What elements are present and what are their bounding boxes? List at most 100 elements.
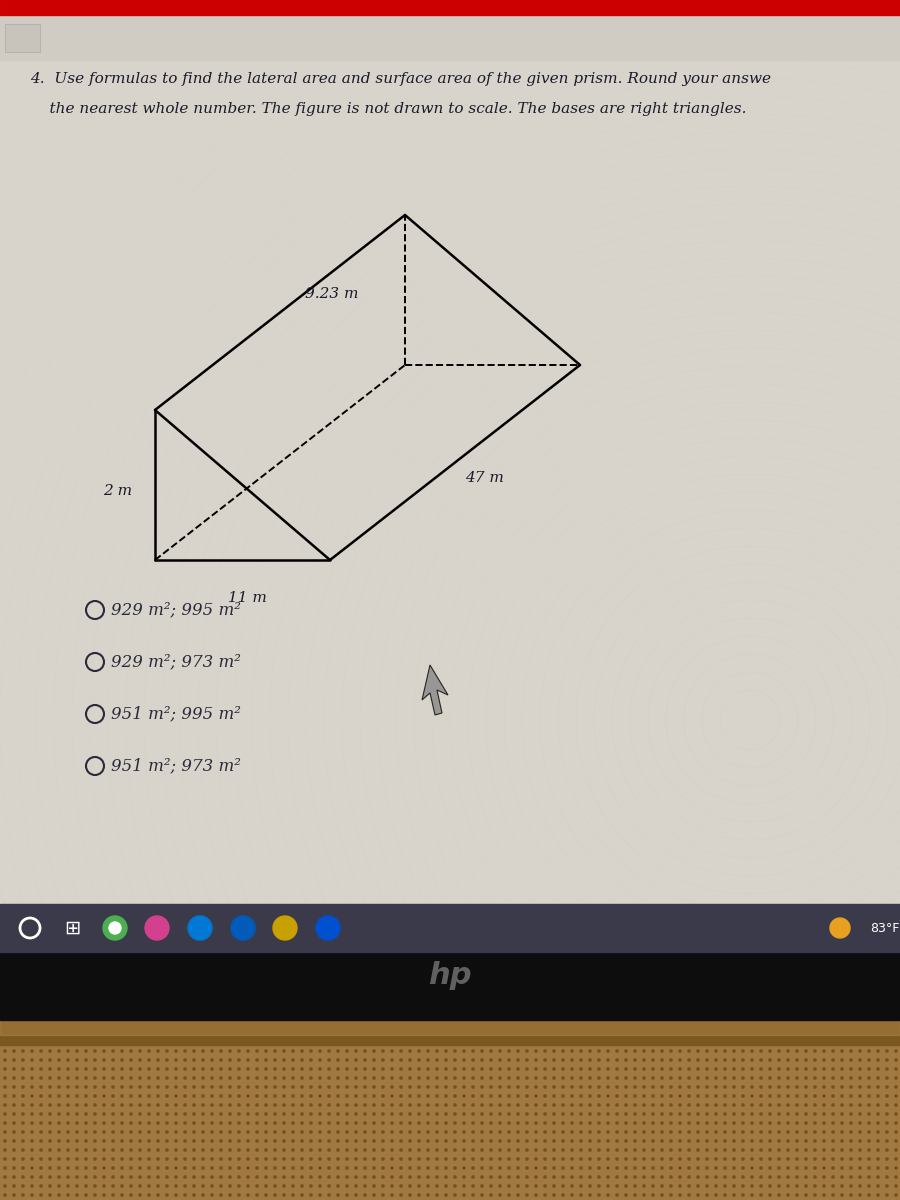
Circle shape [238, 1130, 240, 1133]
Circle shape [841, 1040, 843, 1043]
Circle shape [877, 1050, 879, 1052]
Circle shape [211, 1058, 213, 1061]
Circle shape [184, 1068, 186, 1070]
Circle shape [625, 1140, 627, 1142]
Circle shape [508, 1086, 510, 1088]
Circle shape [13, 1068, 15, 1070]
Circle shape [49, 1058, 51, 1061]
Circle shape [571, 1158, 573, 1160]
Circle shape [787, 1184, 789, 1187]
Circle shape [265, 1166, 267, 1169]
Circle shape [247, 1130, 249, 1133]
Circle shape [247, 1104, 249, 1106]
Circle shape [841, 1104, 843, 1106]
Circle shape [58, 1058, 60, 1061]
Circle shape [454, 1148, 456, 1151]
Circle shape [769, 1104, 771, 1106]
Circle shape [517, 1112, 519, 1115]
Circle shape [175, 1094, 177, 1097]
Circle shape [373, 1158, 375, 1160]
Circle shape [724, 1112, 726, 1115]
Circle shape [463, 1194, 465, 1196]
Circle shape [841, 1166, 843, 1169]
Circle shape [580, 1076, 582, 1079]
Circle shape [859, 1104, 861, 1106]
Circle shape [679, 1094, 681, 1097]
Circle shape [463, 1184, 465, 1187]
Circle shape [787, 1176, 789, 1178]
Circle shape [4, 1076, 6, 1079]
Circle shape [436, 1166, 438, 1169]
Circle shape [220, 1058, 222, 1061]
Circle shape [346, 1112, 348, 1115]
Circle shape [238, 1058, 240, 1061]
Circle shape [607, 1122, 609, 1124]
Circle shape [310, 1158, 312, 1160]
Circle shape [895, 1184, 897, 1187]
Circle shape [796, 1068, 798, 1070]
Circle shape [400, 1050, 402, 1052]
Circle shape [445, 1140, 447, 1142]
Circle shape [832, 1158, 834, 1160]
Circle shape [868, 1050, 870, 1052]
Circle shape [454, 1166, 456, 1169]
Circle shape [139, 1140, 141, 1142]
Circle shape [643, 1148, 645, 1151]
Circle shape [580, 1040, 582, 1043]
Circle shape [319, 1104, 321, 1106]
Circle shape [274, 1166, 276, 1169]
Circle shape [445, 1068, 447, 1070]
Bar [0, 1015, 900, 1034]
Circle shape [652, 1158, 654, 1160]
Circle shape [31, 1148, 33, 1151]
Circle shape [319, 1166, 321, 1169]
Circle shape [373, 1076, 375, 1079]
Circle shape [598, 1158, 600, 1160]
Circle shape [472, 1158, 474, 1160]
Circle shape [553, 1104, 555, 1106]
Circle shape [688, 1112, 690, 1115]
Circle shape [517, 1076, 519, 1079]
Circle shape [13, 1076, 15, 1079]
Circle shape [211, 1040, 213, 1043]
Circle shape [814, 1166, 816, 1169]
Circle shape [751, 1148, 753, 1151]
Circle shape [346, 1104, 348, 1106]
Circle shape [211, 1166, 213, 1169]
Circle shape [391, 1176, 393, 1178]
Circle shape [697, 1068, 699, 1070]
Circle shape [256, 1104, 258, 1106]
Circle shape [643, 1040, 645, 1043]
Circle shape [76, 1112, 78, 1115]
Circle shape [310, 1148, 312, 1151]
Circle shape [481, 1058, 483, 1061]
Circle shape [499, 1158, 501, 1160]
Circle shape [265, 1094, 267, 1097]
Circle shape [130, 1194, 132, 1196]
Circle shape [886, 1184, 888, 1187]
Circle shape [109, 922, 121, 934]
Circle shape [22, 1040, 24, 1043]
Circle shape [247, 1148, 249, 1151]
Circle shape [895, 1166, 897, 1169]
Circle shape [427, 1076, 429, 1079]
Circle shape [436, 1058, 438, 1061]
Circle shape [481, 1112, 483, 1115]
Circle shape [382, 1140, 384, 1142]
Circle shape [868, 1140, 870, 1142]
Circle shape [868, 1148, 870, 1151]
Circle shape [274, 1158, 276, 1160]
Circle shape [886, 1094, 888, 1097]
Circle shape [139, 1184, 141, 1187]
Circle shape [517, 1184, 519, 1187]
Circle shape [796, 1158, 798, 1160]
Circle shape [265, 1040, 267, 1043]
Circle shape [364, 1194, 366, 1196]
Circle shape [517, 1194, 519, 1196]
Circle shape [895, 1122, 897, 1124]
Circle shape [418, 1184, 420, 1187]
Circle shape [895, 1094, 897, 1097]
Circle shape [526, 1194, 528, 1196]
Circle shape [805, 1122, 807, 1124]
Circle shape [256, 1166, 258, 1169]
